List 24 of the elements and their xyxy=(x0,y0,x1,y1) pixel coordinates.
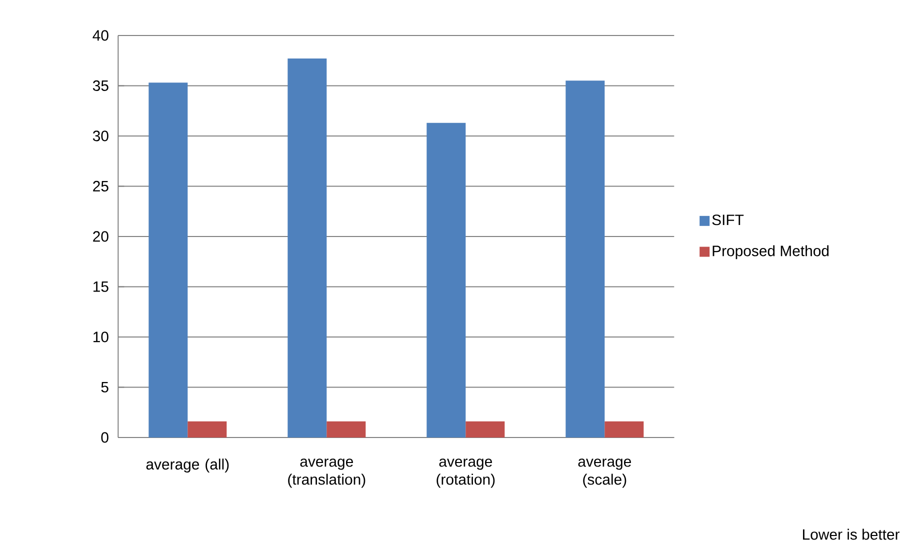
x-tick-label: average (rotation) xyxy=(436,458,495,488)
bar xyxy=(426,122,466,438)
x-tick-label: average (translation) xyxy=(288,458,366,488)
bar xyxy=(148,82,188,438)
bar xyxy=(188,421,227,438)
y-tick-label: 35 xyxy=(92,80,108,91)
y-tick-label: 15 xyxy=(93,281,108,292)
bar xyxy=(604,421,644,438)
y-tick-label: 40 xyxy=(92,30,108,41)
bar xyxy=(326,421,366,438)
bar xyxy=(288,58,327,438)
y-tick-label: 5 xyxy=(101,382,108,392)
y-tick-label: 0 xyxy=(101,432,108,443)
x-tick-label: average (scale) xyxy=(578,458,631,488)
bar xyxy=(566,80,605,438)
y-tick-label: 30 xyxy=(92,130,108,142)
bar xyxy=(466,421,505,438)
y-tick-label: 10 xyxy=(93,332,108,342)
y-tick-label: 25 xyxy=(93,180,108,192)
legend-label: Proposed Method xyxy=(712,245,829,260)
text: Lower is better xyxy=(803,528,900,540)
legend-label: SIFT xyxy=(712,214,744,226)
y-tick-label: 20 xyxy=(93,231,108,242)
x-tick-label: average (all) xyxy=(146,458,229,473)
